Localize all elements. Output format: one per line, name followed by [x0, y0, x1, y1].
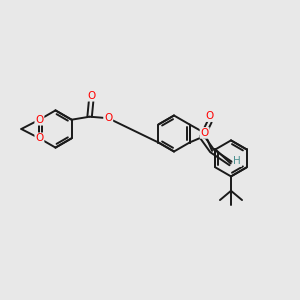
Text: O: O	[87, 91, 95, 101]
Text: H: H	[233, 156, 241, 166]
Text: O: O	[35, 133, 44, 143]
Text: O: O	[200, 128, 209, 138]
Text: O: O	[35, 115, 44, 125]
Text: O: O	[104, 113, 112, 123]
Text: O: O	[206, 111, 214, 121]
